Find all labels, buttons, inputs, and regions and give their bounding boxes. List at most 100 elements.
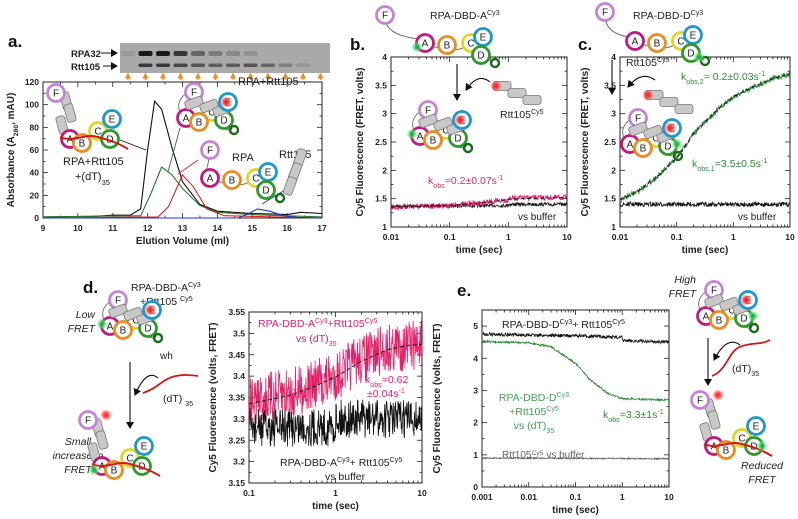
label-part: Rtt105 — [500, 109, 531, 121]
rpa-rtt105-dna-cartoon: FCA B DE — [78, 409, 161, 480]
domain-letter: F — [711, 286, 717, 297]
domain-letter: D — [664, 142, 671, 153]
domain-letter: C — [677, 37, 684, 48]
y-tick-label: 40 — [30, 168, 40, 178]
cy3-dye-icon — [411, 41, 423, 53]
cy5-dye-icon — [144, 304, 156, 316]
x-tick-label: 10 — [562, 232, 572, 242]
series-line-2 — [390, 197, 568, 208]
domain-letter: C — [738, 434, 745, 445]
domain-letter: F — [425, 106, 431, 117]
wh-label: wh — [159, 351, 173, 362]
x-axis-label: time (sec) — [552, 505, 599, 516]
label-part: + Rtt105 — [350, 457, 390, 469]
domain-B-icon — [222, 170, 242, 190]
domain-letter: D — [477, 51, 484, 62]
x-tick-label: 0.1 — [570, 492, 582, 502]
reduced-fret-label: FRET — [748, 474, 777, 486]
y-tick-label: 3.5 — [375, 80, 387, 90]
label-part: 35 — [751, 370, 759, 378]
cy5-dye-icon — [100, 409, 112, 421]
label-part: vs buffer — [518, 212, 557, 223]
binding-arrow-icon — [465, 77, 491, 91]
domain-letter: B — [716, 316, 723, 327]
label-part: Cy3 — [487, 9, 500, 17]
cy3-dye-icon — [747, 310, 759, 322]
domain-F-icon — [595, 2, 615, 22]
annotation-rpa-rtt105-dt35: RPA+Rtt105 — [63, 156, 124, 168]
label-part: RPA+Rtt105 — [63, 156, 124, 168]
label-part: obs — [608, 416, 620, 424]
x-tick-label: 0.001 — [471, 492, 493, 502]
rpa-extended-cartoon: F A B CED — [375, 5, 501, 69]
cy3-dye-icon — [671, 138, 683, 150]
series-line-0 — [481, 331, 670, 345]
gel-band-rpa32 — [191, 51, 205, 56]
label-part: Absorbance (A — [6, 136, 17, 207]
y-tick-label: 1.5 — [375, 194, 387, 204]
cy5-dye-icon — [454, 114, 466, 126]
gel-band-rtt105 — [138, 63, 153, 67]
domain-letter: C — [132, 316, 139, 327]
label-part: obs — [370, 381, 382, 389]
domain-letter: B — [229, 176, 236, 187]
rtt105-segment-icon — [659, 97, 679, 107]
label-part: (dT) — [163, 393, 185, 405]
kobs-label: kobs=3.3±1s-1 — [603, 408, 664, 424]
label-part: RPA-DBD-A — [430, 10, 487, 22]
sds-page-gel — [120, 43, 330, 73]
label-part: vs buffer — [544, 450, 586, 461]
gel-band-rpa32 — [156, 51, 170, 56]
gel-band-rpa32 — [208, 51, 223, 56]
y-tick-label: 2.5 — [604, 137, 616, 147]
gel-band-rtt105 — [173, 63, 188, 67]
domain-letter: E — [109, 115, 116, 126]
kobs-label: kobs=0.2±0.07s-1 — [428, 174, 503, 190]
domain-letter: F — [207, 146, 213, 157]
domain-B-icon — [709, 310, 729, 330]
domain-F-icon — [46, 83, 66, 103]
x-tick-label: 10 — [73, 223, 83, 233]
rpa-extended-cartoon: F A B CED — [595, 2, 711, 67]
gel-band-rpa32 — [138, 51, 153, 56]
label-part: +Rtt105 — [509, 406, 546, 418]
series-label: vs (dT)35 — [514, 420, 555, 435]
y-tick-label: 100 — [25, 100, 39, 110]
label-part: -1 — [761, 157, 767, 165]
y-tick-label: 5 — [473, 321, 478, 331]
ssdna-icon — [91, 462, 161, 477]
domain-letter: B — [120, 326, 127, 337]
series-label: RPA-DBD-DCy3 — [499, 391, 569, 404]
label-part: RPA-DBD-A — [131, 282, 188, 294]
gel-label-rtt105: Rtt105 — [71, 62, 101, 73]
y-tick-label: 3.15 — [228, 478, 245, 488]
chart-b — [390, 56, 568, 228]
label-part: =3.3±1s — [620, 409, 658, 421]
domain-letter: A — [183, 114, 190, 125]
domain-B-icon — [189, 112, 209, 132]
cy3-dye-icon — [96, 318, 108, 330]
y-tick-label: 4 — [611, 52, 616, 62]
domain-A-icon — [625, 31, 645, 51]
y-axis-label: Cy5 Fluorescence (volts, FRET) — [432, 323, 443, 473]
kobs1-label: kobs,1=3.5±0.5s-1 — [692, 157, 767, 173]
binding-arrow-icon — [713, 341, 741, 361]
label-part: wh — [159, 351, 173, 362]
label-part: =0.62 — [382, 374, 409, 386]
series-label: vs buffer — [325, 471, 366, 483]
annotation-rpa-rtt105-dt35: +(dT)35 — [75, 171, 110, 187]
label-part: Cy3 — [188, 281, 201, 289]
x-tick-label: 0.1 — [444, 232, 456, 242]
label-part: Cy5 — [180, 295, 193, 303]
series-line-1 — [42, 166, 323, 218]
y-tick-label: 3.55 — [228, 307, 245, 317]
label-part: + Rtt105 — [572, 319, 612, 331]
construct-label: RPA-DBD-ACy3 — [430, 9, 500, 22]
domain-letter: B — [723, 446, 730, 457]
label-part: Cy3 — [560, 318, 573, 326]
label-part: Cy5 Fluorescence (volts, FRET) — [432, 323, 443, 473]
cy5-dye-icon — [712, 389, 724, 401]
domain-letter: A — [627, 140, 634, 151]
cy3-dye-icon — [693, 51, 705, 63]
